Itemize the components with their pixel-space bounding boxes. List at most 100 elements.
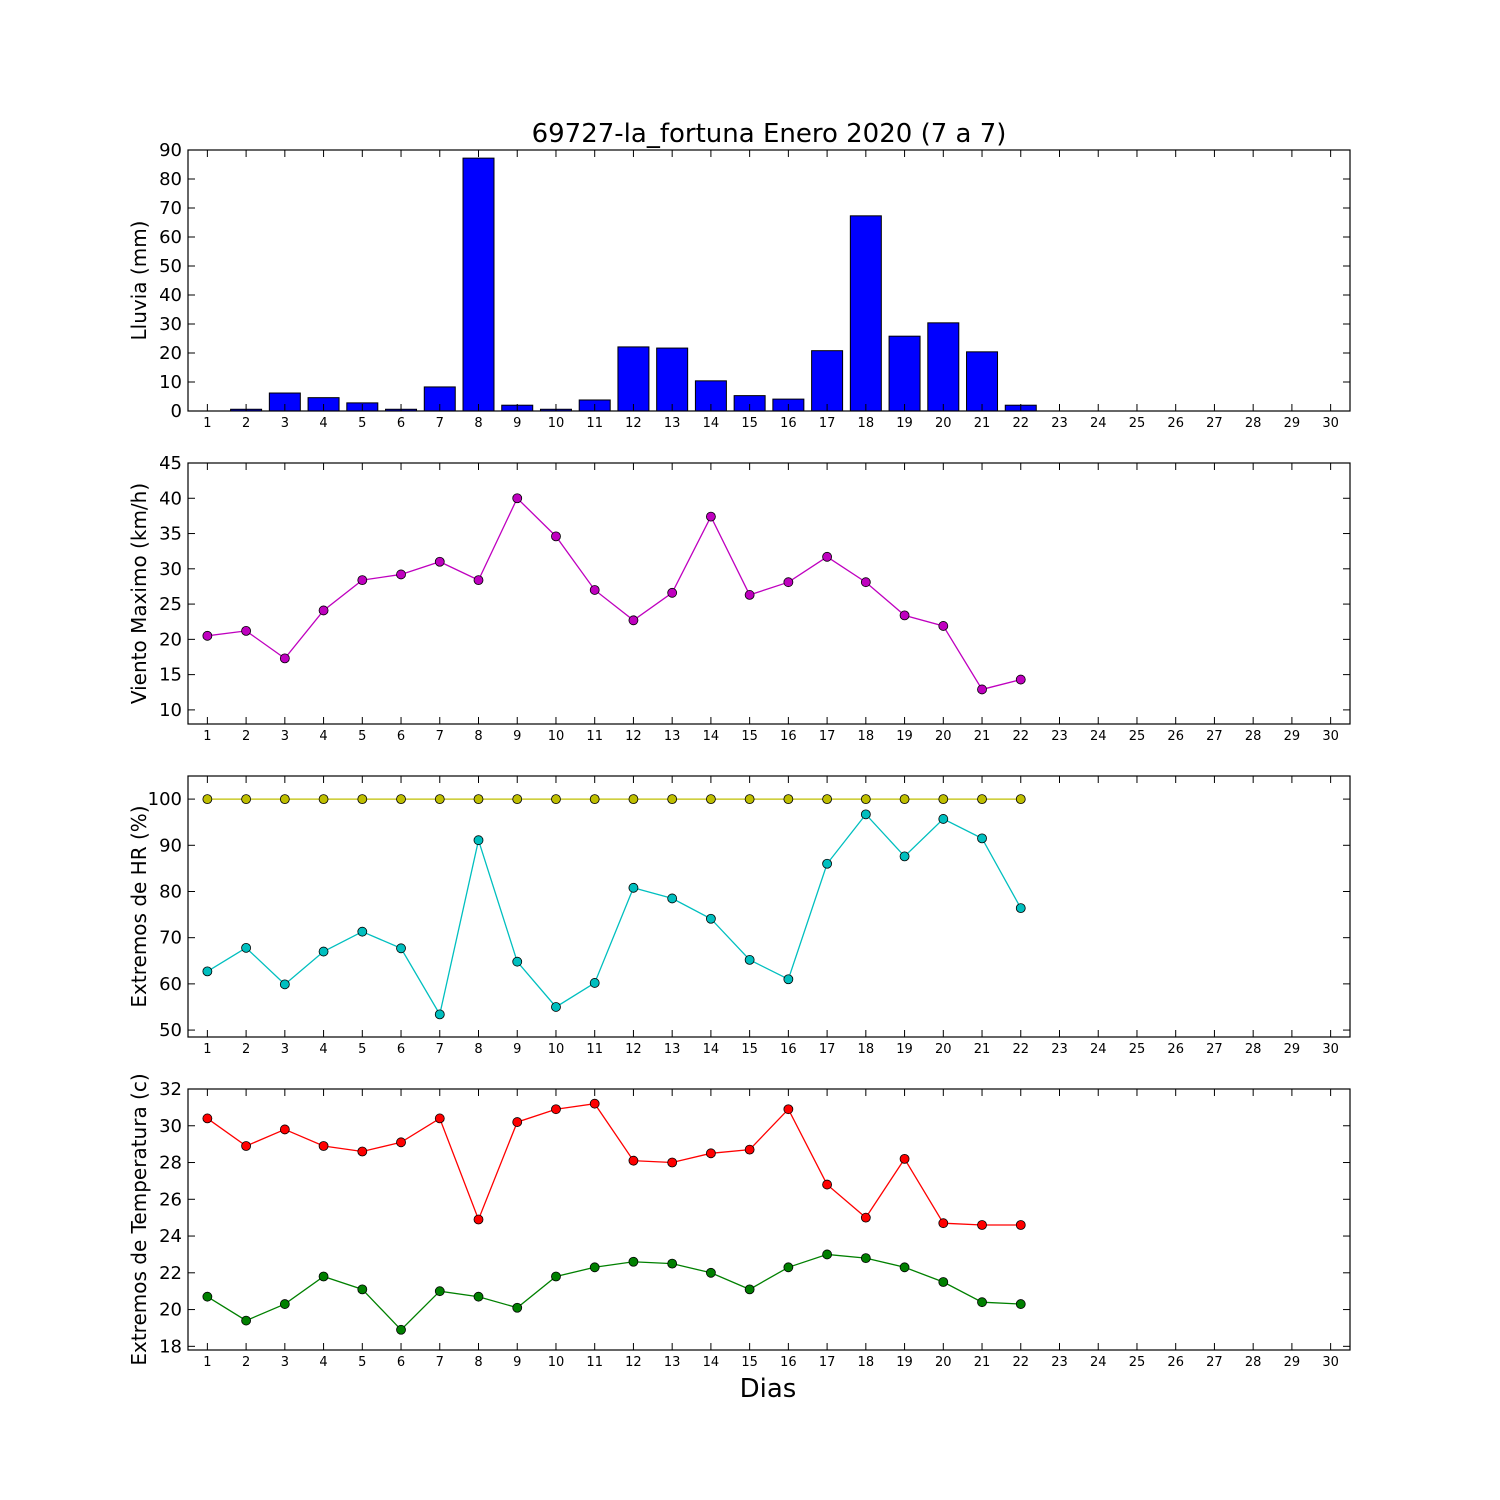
- temp-ytick-label: 28: [159, 1153, 182, 1174]
- viento-xtick-label: 22: [1012, 729, 1029, 744]
- lluvia-bar-21: [966, 351, 999, 412]
- temp-xtick-label: 13: [664, 1355, 681, 1370]
- lluvia-xtick-label: 20: [935, 416, 952, 431]
- hr-xtick-label: 9: [513, 1042, 521, 1057]
- lluvia-ytick-label: 80: [159, 169, 182, 190]
- temp-series-0-point-4: [318, 1141, 329, 1151]
- temp-xtick-label: 28: [1245, 1355, 1262, 1370]
- hr-xtick-label: 23: [1051, 1042, 1068, 1057]
- lluvia-xtick-label: 26: [1167, 416, 1184, 431]
- hr-xtick-label: 14: [703, 1042, 720, 1057]
- viento-xtick-label: 6: [397, 729, 405, 744]
- temp-series-0-point-1: [202, 1113, 213, 1124]
- viento-series-0-point-8: [473, 575, 484, 585]
- temp-xtick-label: 19: [896, 1355, 913, 1370]
- hr-series-1-point-13: [667, 893, 678, 904]
- hr-series-0-point-16: [783, 794, 794, 804]
- viento-xtick-label: 30: [1322, 729, 1339, 744]
- temp-series-0-point-14: [706, 1148, 716, 1159]
- temp-series-1-point-6: [396, 1324, 406, 1335]
- lluvia-bar-13: [656, 347, 689, 412]
- temp-series-1-point-9: [512, 1302, 523, 1313]
- temp-series-0-point-7: [434, 1113, 445, 1124]
- viento-ytick-label: 35: [159, 524, 182, 545]
- viento-ytick-label: 20: [159, 629, 182, 650]
- temp-ytick-label: 22: [159, 1263, 182, 1284]
- temp-series-0-point-5: [357, 1146, 368, 1157]
- temp-xtick-label: 14: [703, 1355, 720, 1370]
- hr-xtick-label: 5: [358, 1042, 366, 1057]
- lluvia-ytick-label: 70: [159, 198, 182, 219]
- hr-axes-frame: [187, 775, 1351, 1038]
- hr-y-axis-label: Extremos de HR (%): [127, 805, 151, 1007]
- lluvia-xtick-label: 24: [1090, 416, 1107, 431]
- lluvia-xtick-label: 21: [974, 416, 991, 431]
- hr-series-1-point-14: [706, 913, 716, 924]
- lluvia-xtick-label: 29: [1284, 416, 1301, 431]
- temp-xtick-label: 3: [281, 1355, 289, 1370]
- temp-series-1-point-14: [706, 1267, 716, 1278]
- temp-series-0-point-2: [241, 1141, 252, 1151]
- temp-series-1-point-16: [783, 1262, 794, 1273]
- lluvia-xtick-label: 17: [819, 416, 836, 431]
- hr-xtick-label: 25: [1129, 1042, 1146, 1057]
- hr-series-0-point-12: [628, 794, 639, 804]
- viento-xtick-label: 9: [513, 729, 521, 744]
- viento-xtick-label: 11: [586, 729, 603, 744]
- temp-xtick-label: 4: [319, 1355, 327, 1370]
- temp-series-0-point-18: [860, 1212, 871, 1223]
- temp-series-1-point-4: [318, 1271, 329, 1282]
- hr-series-1-point-16: [783, 974, 794, 985]
- lluvia-xtick-label: 11: [586, 416, 603, 431]
- viento-xtick-label: 13: [664, 729, 681, 744]
- temp-y-axis-label: Extremos de Temperatura (c): [127, 1073, 151, 1365]
- lluvia-xtick-label: 7: [436, 416, 444, 431]
- hr-xtick-label: 4: [319, 1042, 327, 1057]
- temp-series-0-point-9: [512, 1117, 523, 1127]
- temp-xtick-label: 15: [741, 1355, 758, 1370]
- hr-xtick-label: 10: [548, 1042, 565, 1057]
- temp-xtick-label: 22: [1012, 1355, 1029, 1370]
- lluvia-bar-8: [462, 157, 495, 412]
- temp-xtick-label: 12: [625, 1355, 642, 1370]
- temp-xtick-label: 10: [548, 1355, 565, 1370]
- viento-xtick-label: 26: [1167, 729, 1184, 744]
- hr-xtick-label: 1: [203, 1042, 211, 1057]
- viento-series-0-point-21: [977, 684, 987, 695]
- hr-series-1-point-9: [512, 956, 523, 967]
- hr-xtick-label: 28: [1245, 1042, 1262, 1057]
- viento-xtick-label: 18: [858, 729, 875, 744]
- hr-series-1-point-1: [202, 966, 213, 977]
- viento-xtick-label: 17: [819, 729, 836, 744]
- temp-xtick-label: 24: [1090, 1355, 1107, 1370]
- viento-xtick-label: 23: [1051, 729, 1068, 744]
- lluvia-ytick-label: 60: [159, 227, 182, 248]
- temp-xtick-label: 1: [203, 1355, 211, 1370]
- lluvia-ytick-label: 50: [159, 256, 182, 277]
- hr-xtick-label: 20: [935, 1042, 952, 1057]
- temp-ytick-label: 30: [159, 1116, 182, 1137]
- hr-ytick-label: 70: [159, 928, 182, 949]
- viento-ytick-label: 40: [159, 488, 182, 509]
- temp-series-1-point-2: [241, 1315, 252, 1326]
- lluvia-xtick-label: 12: [625, 416, 642, 431]
- hr-series-1-point-11: [589, 978, 600, 988]
- temp-series-0-point-21: [977, 1220, 987, 1230]
- hr-series-1-point-8: [473, 835, 484, 846]
- viento-series-0-point-9: [512, 493, 523, 504]
- viento-xtick-label: 10: [548, 729, 565, 744]
- temp-series-0-point-19: [899, 1153, 910, 1164]
- temp-series-1-point-21: [977, 1297, 987, 1308]
- temp-series-1-point-22: [1015, 1299, 1026, 1309]
- hr-series-0-point-3: [279, 794, 290, 804]
- hr-series-1-point-10: [551, 1002, 561, 1012]
- hr-xtick-label: 26: [1167, 1042, 1184, 1057]
- lluvia-y-axis-label: Lluvia (mm): [127, 221, 151, 341]
- hr-series-0-point-11: [589, 794, 600, 804]
- hr-series-0-point-2: [241, 794, 252, 804]
- hr-xtick-label: 3: [281, 1042, 289, 1057]
- lluvia-bar-18: [849, 215, 882, 412]
- viento-series-0-point-17: [822, 551, 832, 562]
